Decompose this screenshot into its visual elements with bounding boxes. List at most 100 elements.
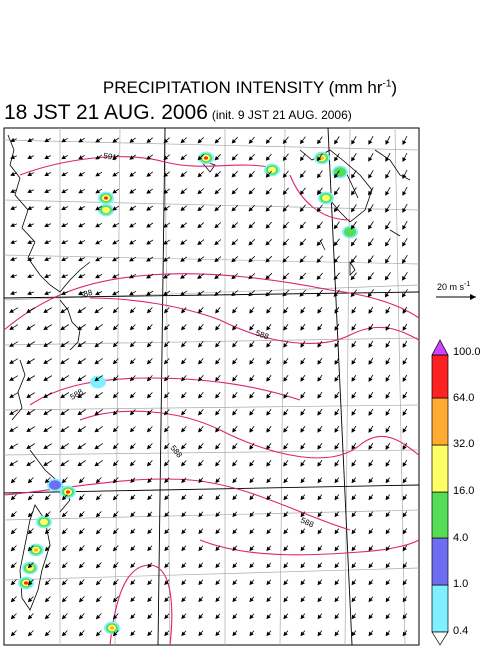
wind-vector-head — [95, 291, 100, 296]
wind-vector-head — [147, 478, 152, 484]
wind-vector-head — [316, 241, 322, 247]
wind-vector-head — [77, 461, 83, 467]
wind-vector-head — [27, 205, 32, 211]
wind-vector-head — [95, 614, 101, 620]
wind-vector-head — [146, 189, 152, 194]
wind-vector-head — [317, 360, 322, 365]
wind-vector-head — [10, 239, 15, 245]
wind-vector-head — [26, 342, 31, 347]
wind-vector-head — [265, 139, 271, 144]
wind-vector-head — [316, 258, 322, 264]
wind-vector-head — [163, 155, 169, 160]
wind-vector-head — [283, 478, 288, 484]
wind-vector-head — [351, 580, 356, 586]
map-frame — [3, 127, 420, 646]
wind-vector-head — [249, 359, 254, 365]
wind-vector-head — [385, 360, 390, 365]
wind-vector-head — [94, 359, 100, 365]
wind-vectors — [9, 135, 408, 637]
wind-vector-head — [129, 172, 134, 177]
wind-vector-head — [146, 155, 152, 160]
wind-vector-head — [9, 325, 14, 330]
wind-vector-head — [130, 529, 135, 534]
wind-vector-head — [60, 308, 66, 314]
wind-vector-head — [249, 478, 254, 484]
wind-vector-head — [181, 512, 186, 518]
wind-vector-head — [249, 393, 254, 399]
wind-vector-head — [231, 240, 236, 246]
wind-vector-head — [402, 242, 407, 247]
wind-vector-head — [402, 580, 407, 586]
wind-vector-head — [27, 478, 33, 484]
wind-vector-head — [215, 614, 220, 620]
wind-vector-head — [112, 597, 118, 603]
wind-vector-head — [27, 172, 33, 177]
wind-vector-head — [333, 241, 339, 247]
wind-vector-head — [231, 223, 237, 229]
wind-vector-head — [214, 155, 220, 161]
wind-vector-head — [266, 308, 271, 314]
wind-vector-head — [282, 224, 288, 229]
wind-vector-head — [77, 427, 83, 433]
wind-vector-head — [385, 241, 390, 247]
wind-vector-head — [146, 325, 152, 331]
wind-vector-head — [60, 461, 66, 467]
wind-vector-head — [214, 172, 220, 178]
wind-vector-head — [402, 225, 407, 230]
wind-vector-head — [266, 563, 271, 569]
wind-vector-head — [130, 512, 135, 517]
wind-vector-head — [44, 580, 50, 586]
reference-vector — [436, 294, 476, 300]
wind-vector-head — [232, 359, 237, 365]
wind-vector-head — [163, 325, 169, 331]
wind-vector-head — [61, 172, 66, 177]
wind-vector-head — [61, 563, 67, 569]
wind-vector-head — [402, 377, 407, 382]
wind-vector-head — [316, 173, 322, 179]
wind-vector-head — [94, 427, 100, 433]
wind-vector-head — [129, 376, 135, 382]
wind-vector-head — [27, 631, 33, 637]
wind-vector-head — [197, 189, 203, 195]
wind-vector-head — [129, 206, 134, 211]
wind-vector-head — [334, 394, 339, 399]
wind-vector-head — [163, 206, 169, 211]
wind-vector-head — [334, 580, 339, 586]
wind-vector-head — [299, 156, 305, 162]
wind-vector-head — [27, 597, 33, 603]
wind-vector-head — [300, 462, 305, 467]
wind-vector-head — [402, 495, 407, 501]
wind-vector-head — [368, 360, 373, 365]
wind-vector-head — [44, 614, 50, 620]
colorbar-label: 64.0 — [453, 392, 475, 404]
wind-vector-head — [44, 273, 49, 279]
wind-vector-head — [112, 410, 118, 416]
wind-vector-head — [60, 325, 66, 331]
wind-vector-head — [9, 342, 14, 347]
wind-vector-head — [146, 240, 151, 245]
wind-vector-head — [27, 256, 32, 262]
wind-vector-head — [9, 444, 14, 449]
wind-vector-head — [129, 308, 135, 314]
wind-vector-head — [385, 631, 390, 637]
wind-vector-head — [214, 223, 219, 229]
wind-vector-head — [249, 342, 254, 348]
wind-vector-head — [368, 207, 373, 213]
wind-vector-head — [112, 325, 118, 331]
wind-vector-head — [334, 173, 339, 179]
wind-vector-head — [60, 393, 66, 399]
wind-vector-head — [26, 359, 31, 364]
wind-vector-head — [232, 410, 237, 416]
precip-cell — [268, 166, 276, 174]
wind-vector-head — [197, 291, 202, 296]
wind-vector-head — [248, 291, 253, 297]
wind-vector-head — [163, 444, 169, 450]
wind-vector-head — [147, 614, 152, 620]
wind-vector-head — [231, 139, 237, 144]
wind-vector-head — [384, 275, 390, 281]
wind-vector-head — [368, 411, 373, 416]
wind-vector-head — [94, 393, 100, 399]
wind-vector-head — [10, 631, 16, 637]
wind-vector-head — [299, 275, 304, 280]
wind-vector-head — [146, 376, 152, 382]
